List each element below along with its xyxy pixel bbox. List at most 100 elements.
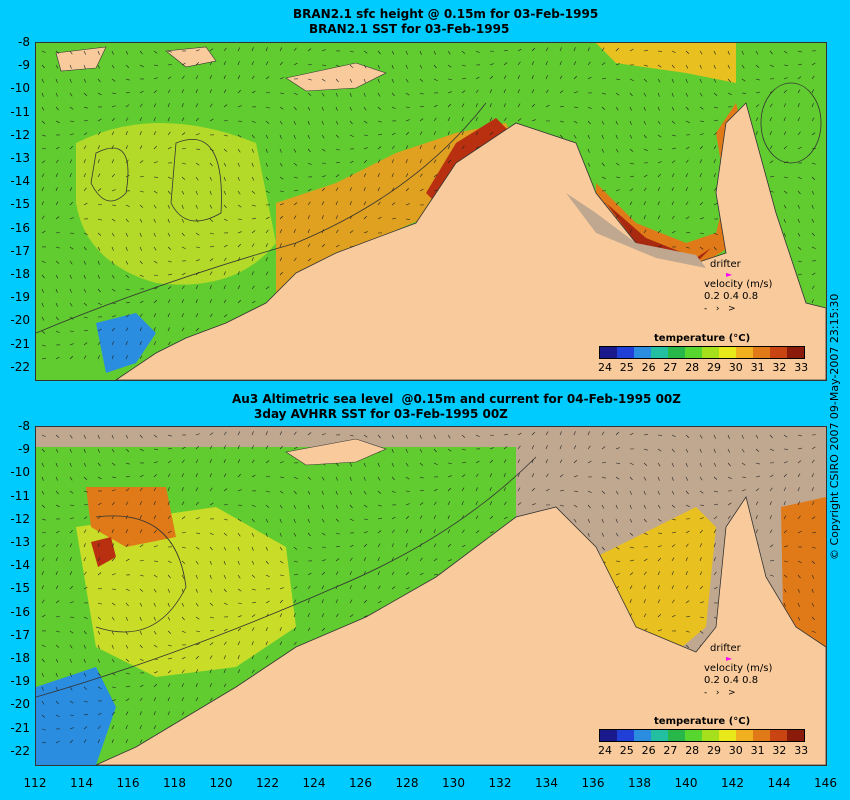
x-tick: 132 <box>488 776 512 790</box>
top-colorbar-segment <box>736 347 753 358</box>
bottom-colorbar-segment <box>736 730 753 741</box>
bottom-colorbar-segment <box>702 730 719 741</box>
bottom-y-tick: -9 <box>18 442 30 457</box>
bottom-colorbar-segment <box>719 730 736 741</box>
x-tick: 130 <box>442 776 465 790</box>
x-tick: 114 <box>70 776 93 790</box>
top-y-tick: -9 <box>18 58 30 73</box>
top-y-tick: -11 <box>10 104 30 119</box>
top-warm-region <box>76 123 276 285</box>
bottom-y-tick: -17 <box>10 627 30 642</box>
drifter-marker-icon: ► <box>726 270 733 279</box>
bottom-y-tick: -12 <box>10 511 30 526</box>
top-colorbar-tick: 32 <box>772 361 787 374</box>
top-drifter-legend: drifter ► velocity (m/s) 0.2 0.4 0.8 ‐ ›… <box>704 259 772 315</box>
top-gulf-warm <box>596 103 746 268</box>
bottom-drifter-legend: drifter ► velocity (m/s) 0.2 0.4 0.8 ‐ ›… <box>704 643 772 699</box>
top-island <box>55 46 107 72</box>
top-colorbar-tick: 26 <box>641 361 656 374</box>
bottom-y-tick: -20 <box>10 697 30 712</box>
top-map-panel <box>35 42 827 381</box>
top-y-tick: -18 <box>10 267 30 281</box>
bottom-y-tick: -10 <box>10 465 30 480</box>
top-land <box>115 102 826 380</box>
bottom-colorbar-tick: 25 <box>619 744 634 757</box>
top-colorbar <box>599 346 805 359</box>
top-colorbar-segment <box>600 347 617 358</box>
bottom-y-tick: -16 <box>10 604 30 619</box>
x-tick: 128 <box>395 776 419 790</box>
bottom-colorbar-tick: 30 <box>728 744 743 757</box>
top-y-tick: -17 <box>10 243 30 258</box>
velocity-arrows: ‐ › > <box>704 304 736 314</box>
top-y-tick: -20 <box>10 313 30 328</box>
bottom-y-tick: -13 <box>10 535 30 549</box>
bottom-y-tick: -15 <box>10 581 30 596</box>
top-y-tick: -16 <box>10 220 30 235</box>
bottom-yellow-region <box>76 507 296 677</box>
top-y-tick: -12 <box>10 127 30 142</box>
bottom-y-tick: -18 <box>10 651 30 665</box>
bottom-colorbar-title: temperature (°C) <box>654 716 751 727</box>
top-colorbar-segment <box>617 347 634 358</box>
velocity-label: velocity (m/s) <box>704 279 773 290</box>
bottom-colorbar-tick: 29 <box>707 744 721 757</box>
top-y-tick: -8 <box>18 35 30 49</box>
bottom-y-tick: -22 <box>10 743 30 758</box>
bottom-colorbar <box>599 729 805 742</box>
top-colorbar-tick: 31 <box>750 361 765 374</box>
x-tick: 136 <box>581 776 605 790</box>
bottom-colorbar-segment <box>617 730 634 741</box>
top-sst-map <box>36 43 826 380</box>
top-island <box>165 46 217 68</box>
top-shelf-gray <box>566 193 706 268</box>
bottom-sst-map <box>36 427 826 765</box>
drifter-label: drifter <box>710 643 741 654</box>
bottom-colorbar-tick: 31 <box>750 744 765 757</box>
bottom-contour <box>95 515 187 633</box>
bottom-colorbar-segment <box>600 730 617 741</box>
bottom-y-tick: -19 <box>10 674 30 689</box>
top-sea-field <box>36 43 826 380</box>
bottom-title-line1: Au3 Altimetric sea level @0.15m and curr… <box>232 392 681 406</box>
bottom-colorbar-segment <box>651 730 668 741</box>
top-gulf-hot <box>606 203 711 263</box>
top-y-tick: -14 <box>10 174 30 189</box>
bottom-colorbar-segment <box>668 730 685 741</box>
top-colorbar-segment <box>719 347 736 358</box>
top-y-tick: -19 <box>10 290 30 305</box>
x-tick: 138 <box>628 776 651 790</box>
top-colorbar-tick: 24 <box>598 361 612 374</box>
top-colorbar-segment <box>651 347 668 358</box>
top-colorbar-tick: 29 <box>707 361 721 374</box>
top-y-tick: -15 <box>10 197 30 212</box>
top-contour <box>170 138 222 222</box>
top-contour <box>90 147 129 202</box>
top-y-tick: -22 <box>10 359 30 374</box>
bottom-colorbar-tick: 32 <box>772 744 787 757</box>
bottom-y-tick: -8 <box>18 419 30 433</box>
x-tick: 146 <box>814 776 837 790</box>
bottom-colorbar-tick: 33 <box>794 744 809 757</box>
x-tick: 124 <box>302 776 326 790</box>
drifter-label: drifter <box>710 259 741 270</box>
top-colorbar-segment <box>634 347 651 358</box>
x-tick: 140 <box>674 776 698 790</box>
bottom-colorbar-segment <box>685 730 702 741</box>
x-tick: 120 <box>209 776 233 790</box>
bottom-colorbar-tick: 27 <box>663 744 678 757</box>
bottom-colorbar-segment <box>634 730 651 741</box>
bottom-colorbar-segment <box>770 730 787 741</box>
velocity-scale: 0.2 0.4 0.8 <box>704 291 759 302</box>
bottom-colorbar-tick: 28 <box>685 744 700 757</box>
bottom-land <box>95 496 826 765</box>
top-colorbar-tick: 27 <box>663 361 678 374</box>
top-y-tick: -21 <box>10 336 30 351</box>
top-colorbar-tick: 28 <box>685 361 700 374</box>
velocity-arrows: ‐ › > <box>704 688 736 698</box>
copyright-notice: © Copyright CSIRO 2007 09-May-2007 23:15… <box>828 293 841 560</box>
top-colorbar-segment <box>787 347 804 358</box>
x-tick: 116 <box>116 776 140 790</box>
bottom-y-tick: -11 <box>10 488 30 503</box>
x-tick: 142 <box>721 776 744 790</box>
